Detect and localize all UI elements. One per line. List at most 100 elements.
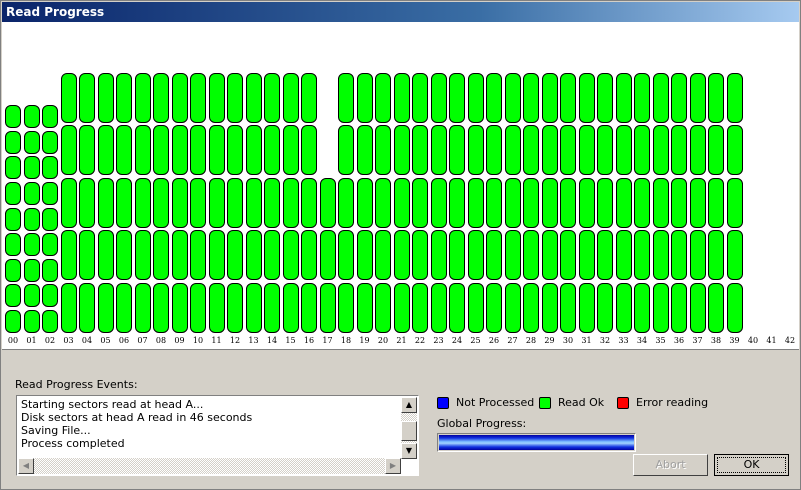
track-20-block (375, 283, 391, 333)
window-title: Read Progress (6, 5, 105, 19)
track-08-block (153, 177, 169, 228)
abort-button[interactable]: Abort (633, 454, 708, 476)
track-02-block (42, 284, 58, 308)
track-31-block (578, 177, 595, 228)
track-23-block (430, 177, 447, 228)
track-37-block (689, 177, 706, 228)
track-07-block (134, 230, 151, 281)
track-label: 07 (137, 336, 148, 345)
track-06-block (116, 230, 132, 281)
scroll-down-icon[interactable]: ▼ (401, 443, 417, 459)
track-28-block (523, 283, 539, 333)
track-15-block (282, 125, 299, 176)
ok-button[interactable]: OK (714, 454, 789, 476)
scroll-left-icon[interactable]: ◀ (18, 458, 34, 474)
track-07-block (134, 72, 151, 123)
track-14-block (264, 230, 280, 281)
track-25-block (467, 283, 484, 333)
track-16-block (301, 230, 317, 281)
track-12-block (227, 177, 243, 228)
track-08-block (153, 72, 169, 123)
track-31-block (578, 230, 595, 281)
track-18-block (338, 177, 354, 228)
vertical-scrollbar[interactable]: ▲ ▼ (401, 397, 417, 459)
events-list[interactable]: Starting sectors read at head A... Disk … (16, 395, 419, 476)
legend-error-reading: Error reading (636, 396, 709, 409)
track-label: 30 (562, 336, 574, 345)
track-39-block (726, 125, 743, 176)
track-label: 41 (766, 336, 777, 345)
track-16-block (301, 283, 317, 333)
track-label: 02 (44, 336, 56, 345)
track-03-block (60, 72, 77, 123)
error-reading-swatch (617, 397, 629, 409)
track-39-block (726, 72, 743, 123)
track-06-block (116, 177, 132, 228)
track-32-block (597, 283, 613, 333)
track-04-block (79, 72, 95, 123)
track-34-block (634, 230, 650, 281)
scroll-right-icon[interactable]: ▶ (385, 458, 401, 474)
track-11-block (208, 283, 225, 333)
track-label: 11 (211, 336, 222, 345)
track-29-block (541, 177, 558, 228)
track-05-block (97, 177, 114, 228)
track-39-block (726, 177, 743, 228)
track-24-block (449, 72, 465, 123)
title-bar[interactable]: Read Progress (2, 2, 799, 22)
track-01-block (23, 233, 40, 257)
track-13-block (245, 125, 262, 176)
event-line: Starting sectors read at head A... (21, 398, 204, 411)
legend-not-processed: Not Processed (456, 396, 535, 409)
track-00-block (5, 105, 21, 129)
track-label: 26 (488, 336, 500, 345)
track-21-block (393, 125, 410, 176)
track-32-block (597, 125, 613, 176)
track-label: 36 (673, 336, 685, 345)
track-00-block (5, 130, 21, 154)
track-30-block (560, 230, 576, 281)
track-09-block (171, 177, 188, 228)
track-11-block (208, 230, 225, 281)
track-01-block (23, 182, 40, 205)
track-01-block (23, 130, 40, 154)
track-label: 34 (636, 336, 648, 345)
track-11-block (208, 125, 225, 176)
track-31-block (578, 283, 595, 333)
track-00-block (5, 310, 21, 333)
track-label: 37 (692, 336, 703, 345)
track-35-block (652, 230, 669, 281)
track-29-block (541, 125, 558, 176)
track-00-block (5, 258, 21, 282)
track-label: 27 (507, 336, 518, 345)
read-ok-swatch (539, 397, 551, 409)
track-22-block (412, 177, 428, 228)
horizontal-scrollbar[interactable]: ◀ ▶ (18, 458, 401, 474)
track-05-block (97, 283, 114, 333)
track-06-block (116, 72, 132, 123)
track-label: 42 (784, 336, 796, 345)
track-32-block (597, 177, 613, 228)
scroll-up-icon[interactable]: ▲ (401, 397, 417, 413)
track-35-block (652, 283, 669, 333)
track-label: 09 (174, 336, 185, 345)
track-01-block (23, 207, 40, 231)
track-15-block (282, 230, 299, 281)
track-03-block (60, 230, 77, 281)
track-05-block (97, 230, 114, 281)
track-02-block (42, 182, 58, 205)
track-39-block (726, 230, 743, 281)
track-30-block (560, 125, 576, 176)
track-08-block (153, 125, 169, 176)
track-grid: 00 01 02 03 04 05 06 07 08 09 10 11 12 13 14 15 16 17 18 19… (2, 22, 799, 350)
track-24-block (449, 283, 465, 333)
event-line: Disk sectors at head A read in 46 second… (21, 411, 253, 424)
track-03-block (60, 177, 77, 228)
track-33-block (615, 177, 632, 228)
track-22-block (412, 230, 428, 281)
track-38-block (708, 177, 724, 228)
track-20-block (375, 230, 391, 281)
track-17-block (319, 283, 336, 333)
scroll-thumb[interactable] (401, 421, 417, 441)
track-19-block (356, 177, 373, 228)
